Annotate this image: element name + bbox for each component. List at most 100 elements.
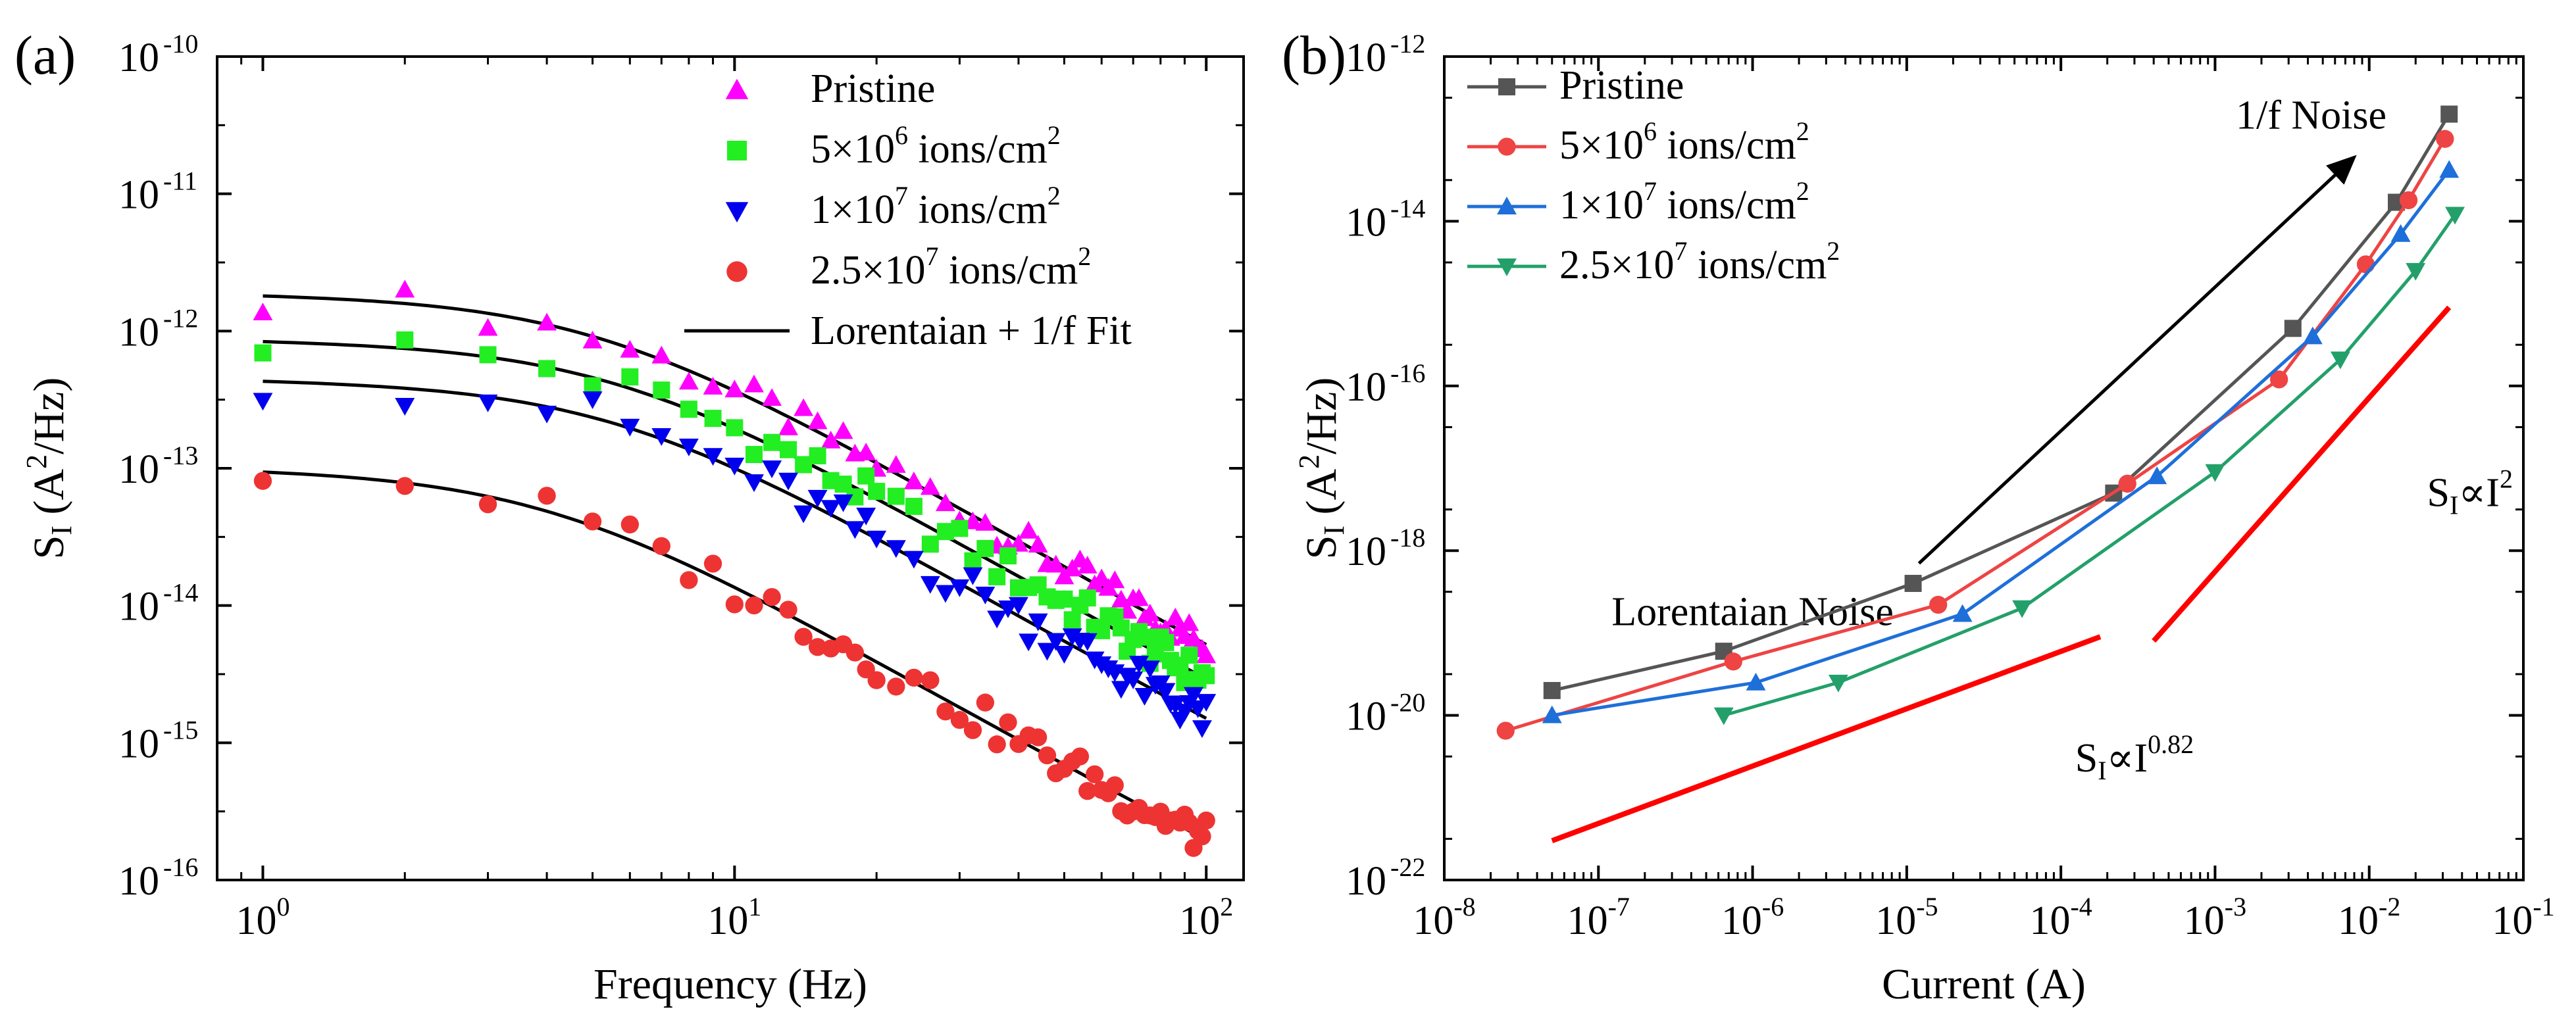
x-tick-exp: 1 xyxy=(748,892,761,921)
data-point-triangle-up xyxy=(856,443,876,461)
a-ylabel-end: /Hz) xyxy=(25,378,73,454)
series-point-triangle-up xyxy=(2302,326,2323,345)
slope-label-082-sub: I xyxy=(2098,756,2106,785)
data-point-circle xyxy=(1078,781,1097,800)
data-point-circle xyxy=(905,668,923,687)
data-point-circle xyxy=(1038,746,1057,765)
y-tick-base: 10 xyxy=(118,859,159,904)
data-point-square xyxy=(921,535,939,553)
y-tick-exp: -16 xyxy=(1390,358,1425,388)
legend-label: 5×106 ions/cm2 xyxy=(811,120,1061,172)
x-tick-exp: 2 xyxy=(1220,892,1233,921)
y-tick-base: 10 xyxy=(1346,859,1386,904)
data-point-triangle-up xyxy=(744,374,764,393)
data-point-triangle-down xyxy=(1077,633,1098,651)
data-point-circle xyxy=(976,693,995,712)
series-point-square xyxy=(2284,320,2302,337)
series-point-triangle-down xyxy=(2330,351,2350,370)
data-point-triangle-down xyxy=(845,521,865,539)
data-point-triangle-down xyxy=(935,585,955,603)
legend-base: 2.5×10 xyxy=(811,248,925,293)
data-point-triangle-up xyxy=(1028,535,1048,553)
data-point-triangle-down xyxy=(744,474,764,493)
x-tick-base: 10 xyxy=(2029,898,2070,943)
slope-label-2: SI∝I2 xyxy=(2427,464,2513,520)
slope-label-2-sub: I xyxy=(2450,491,2458,520)
lorentzian-noise-text: Lorentaian Noise xyxy=(1611,589,1894,634)
data-point-triangle-down xyxy=(1129,656,1149,674)
data-point-circle xyxy=(794,627,813,646)
y-tick-exp: -16 xyxy=(163,852,198,882)
data-point-triangle-down xyxy=(620,418,640,437)
series-point-circle xyxy=(2356,255,2375,274)
data-point-triangle-up xyxy=(975,512,996,531)
data-point-triangle-down xyxy=(1009,597,1028,615)
legend-marker xyxy=(1497,197,1517,214)
y-tick-exp: -12 xyxy=(1390,29,1425,59)
x-tick-label: 10-6 xyxy=(1721,892,1784,943)
data-point-circle xyxy=(253,472,272,490)
legend-base: 2.5×10 xyxy=(1559,243,1674,287)
data-point-triangle-down xyxy=(703,448,723,466)
legend-fit-label: Lorentaian + 1/f Fit xyxy=(811,308,1132,353)
y-tick-base: 10 xyxy=(118,310,159,355)
b-ylabel-rest: (A xyxy=(1298,469,1346,526)
data-point-square xyxy=(868,483,886,501)
data-point-triangle-down xyxy=(1165,697,1186,715)
data-point-triangle-down xyxy=(1134,688,1155,706)
x-tick-label: 10-7 xyxy=(1567,892,1630,943)
data-point-square xyxy=(857,467,875,485)
x-tick-exp: -8 xyxy=(1453,892,1475,921)
data-point-triangle-up xyxy=(1009,533,1028,552)
data-point-triangle-up xyxy=(920,477,940,495)
data-point-triangle-down xyxy=(1140,660,1160,679)
data-point-triangle-down xyxy=(1019,633,1039,652)
data-point-circle xyxy=(763,588,781,606)
data-point-square xyxy=(1180,647,1198,664)
data-point-triangle-down xyxy=(1196,694,1217,712)
series-point-triangle-up xyxy=(1542,705,1562,723)
data-point-triangle-down xyxy=(1184,687,1203,705)
data-point-triangle-up xyxy=(886,454,906,473)
data-point-triangle-down xyxy=(537,405,557,424)
data-point-triangle-down xyxy=(1111,681,1131,699)
legend-exp: 6 xyxy=(895,120,908,150)
legend-marker xyxy=(1497,258,1517,276)
data-point-circle xyxy=(808,638,827,656)
y-tick-base: 10 xyxy=(1346,695,1386,739)
data-point-triangle-up xyxy=(821,430,841,449)
data-point-square xyxy=(951,520,969,537)
x-tick-base: 10 xyxy=(2492,898,2533,943)
data-point-triangle-up xyxy=(478,318,498,336)
legend-exp: 6 xyxy=(1644,116,1657,146)
series-point-triangle-up xyxy=(2147,466,2167,485)
data-point-triangle-up xyxy=(678,372,699,390)
panel-a-label: (a) xyxy=(14,25,76,86)
data-point-triangle-down xyxy=(949,579,970,597)
legend-exp: 7 xyxy=(1644,176,1657,206)
data-point-triangle-down xyxy=(762,460,782,479)
data-point-triangle-up xyxy=(395,280,415,298)
data-point-circle xyxy=(745,596,763,615)
x-tick-exp: -4 xyxy=(2070,892,2092,921)
data-point-triangle-down xyxy=(1028,613,1048,631)
legend-rest: ions/cm xyxy=(1687,243,1827,287)
data-point-circle xyxy=(950,710,969,729)
legend-sup: 2 xyxy=(1827,236,1840,266)
y-tick-base: 10 xyxy=(118,447,159,492)
legend-rest: ions/cm xyxy=(908,127,1048,172)
data-point-triangle-down xyxy=(778,472,798,491)
noise-arrow xyxy=(1917,155,2357,565)
data-point-triangle-down xyxy=(582,391,603,410)
slope-label-082: SI∝I0.82 xyxy=(2075,729,2194,785)
legend-marker xyxy=(725,202,749,223)
legend-rest: ions/cm xyxy=(908,187,1048,232)
legend-label: Pristine xyxy=(1559,63,1684,108)
data-point-circle xyxy=(478,495,497,514)
data-point-circle xyxy=(1071,747,1090,766)
y-tick-label: 10 -16 xyxy=(1346,358,1425,410)
series-point-triangle-up xyxy=(1952,604,1973,622)
y-tick-label: 10 -14 xyxy=(118,578,198,629)
data-point-triangle-down xyxy=(975,587,996,604)
